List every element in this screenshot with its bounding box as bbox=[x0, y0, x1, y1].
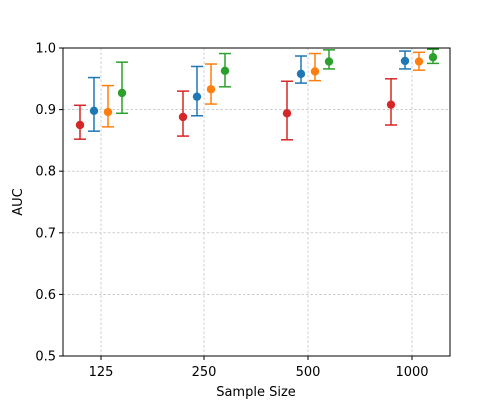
grid-lines bbox=[63, 47, 450, 357]
y-axis-label: AUC bbox=[11, 188, 26, 216]
x-tick-label: 250 bbox=[192, 365, 217, 380]
data-point bbox=[296, 69, 306, 79]
data-point bbox=[282, 109, 292, 118]
series-2 bbox=[88, 50, 411, 132]
y-tick-label: 1.0 bbox=[35, 42, 56, 57]
y-tick-label: 0.5 bbox=[35, 350, 56, 365]
data-point bbox=[103, 107, 113, 117]
y-tick-label: 0.7 bbox=[35, 226, 56, 241]
x-tick-label: 500 bbox=[296, 365, 321, 380]
x-tick-label: 125 bbox=[89, 365, 114, 380]
data-point bbox=[414, 57, 424, 66]
data-point bbox=[220, 66, 230, 75]
series-1 bbox=[74, 78, 397, 141]
data-point bbox=[192, 92, 202, 101]
data-point bbox=[400, 56, 410, 66]
data-point bbox=[324, 57, 334, 66]
data-point bbox=[75, 120, 85, 130]
x-tick-label: 1000 bbox=[395, 365, 428, 380]
data-point bbox=[89, 106, 99, 116]
x-axis: 125 250 500 1000 bbox=[89, 356, 429, 380]
data-point bbox=[178, 112, 188, 122]
series-4 bbox=[116, 48, 439, 115]
data-point bbox=[117, 88, 127, 98]
data-point bbox=[386, 100, 396, 109]
y-tick-label: 0.8 bbox=[35, 165, 56, 180]
plot-area-frame bbox=[62, 47, 451, 357]
y-tick-label: 0.9 bbox=[35, 103, 56, 118]
data-point bbox=[428, 53, 438, 62]
series-3 bbox=[102, 51, 425, 128]
data-series bbox=[74, 48, 439, 141]
data-point bbox=[206, 85, 216, 94]
y-axis: 0.5 0.6 0.7 0.8 0.9 1.0 bbox=[35, 42, 63, 365]
x-axis-label: Sample Size bbox=[216, 385, 296, 400]
data-point bbox=[310, 67, 320, 76]
y-tick-label: 0.6 bbox=[35, 288, 56, 303]
